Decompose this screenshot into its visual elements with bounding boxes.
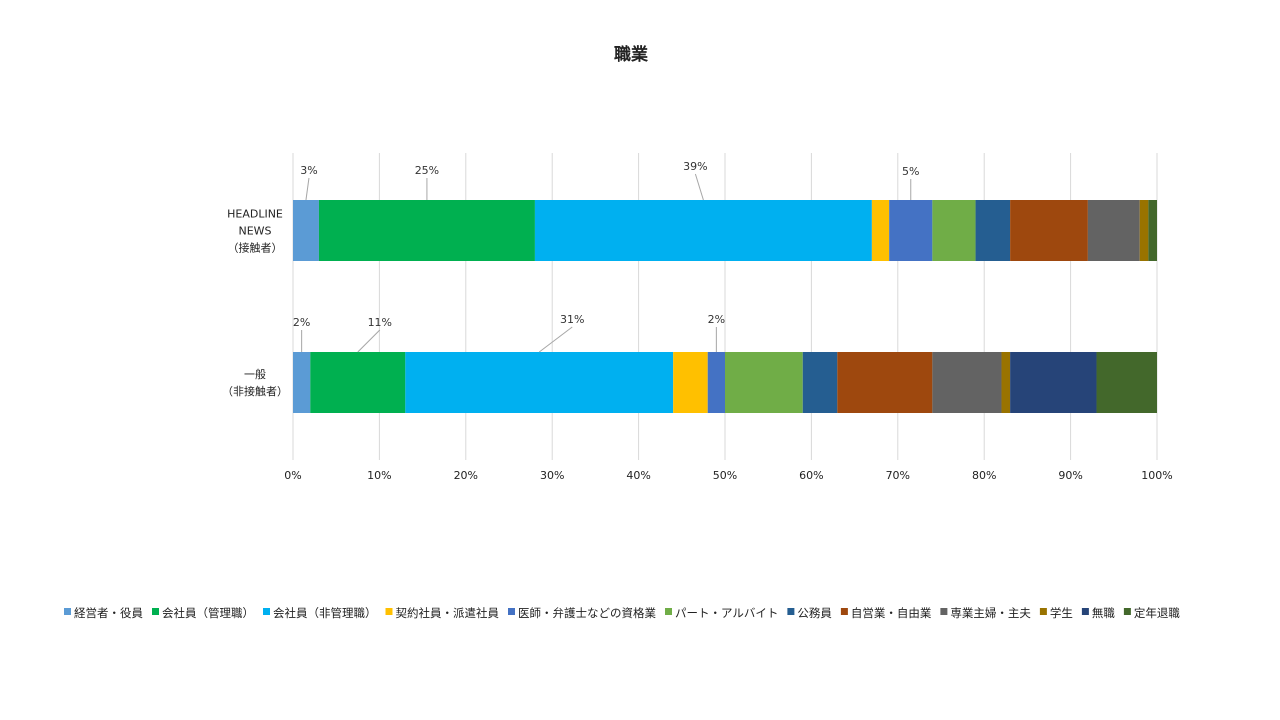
gridlines bbox=[292, 153, 1158, 460]
bar-segment bbox=[725, 352, 803, 413]
label-leader-line bbox=[694, 173, 704, 201]
category-label: （接触者） bbox=[228, 241, 283, 255]
x-tick-label: 90% bbox=[1058, 469, 1082, 482]
bar-segment bbox=[1010, 200, 1088, 261]
legend-item-label: 無職 bbox=[1092, 606, 1115, 620]
bar-segment bbox=[1010, 352, 1097, 413]
legend-item-label: 定年退職 bbox=[1134, 606, 1180, 620]
x-tick-label: 10% bbox=[367, 469, 391, 482]
bar-segment bbox=[802, 352, 838, 413]
legend-swatch bbox=[1081, 608, 1089, 615]
legend-item-label: 経営者・役員 bbox=[74, 606, 143, 620]
x-tick-label: 80% bbox=[972, 469, 996, 482]
legend-item-label: 学生 bbox=[1050, 606, 1073, 620]
label-leader-line bbox=[538, 326, 573, 353]
bar-segment bbox=[975, 200, 1011, 261]
data-label: 31% bbox=[560, 313, 584, 326]
legend-swatch bbox=[1123, 608, 1131, 615]
legend-item-label: 会社員（非管理職） bbox=[273, 606, 377, 620]
x-tick-label: 50% bbox=[713, 469, 737, 482]
legend-swatch bbox=[508, 608, 515, 615]
bar-segment bbox=[1001, 352, 1011, 413]
bar-segment bbox=[673, 352, 708, 413]
legend-item-label: 会社員（管理職） bbox=[162, 606, 254, 620]
bar-segment bbox=[1087, 200, 1140, 261]
legend-swatch bbox=[152, 608, 159, 615]
bar-segment bbox=[534, 200, 872, 261]
legend-item-label: 医師・弁護士などの資格業 bbox=[518, 606, 656, 620]
bar-segment bbox=[871, 200, 890, 261]
bars bbox=[293, 200, 1157, 413]
data-labels: 3% 25% 39% 5% 2% 11% 31% 2% bbox=[293, 160, 919, 353]
legend-item-label: 公務員 bbox=[797, 606, 832, 620]
bar-segment bbox=[932, 200, 976, 261]
bar-segment bbox=[837, 352, 933, 413]
category-label: NEWS bbox=[238, 225, 271, 238]
legend-swatch bbox=[665, 608, 672, 615]
legend-swatch bbox=[263, 608, 270, 615]
label-leader-line bbox=[357, 329, 381, 353]
x-tick-label: 70% bbox=[886, 469, 910, 482]
bar-segment bbox=[293, 200, 319, 261]
legend-item-label: 専業主婦・主夫 bbox=[950, 606, 1031, 620]
bar-segment bbox=[889, 200, 933, 261]
legend-swatch bbox=[64, 608, 71, 615]
chart-title: 職業 bbox=[614, 44, 648, 65]
bar-segment bbox=[1139, 200, 1149, 261]
bar-segment bbox=[310, 352, 406, 413]
data-label: 5% bbox=[902, 165, 919, 178]
bar-segment bbox=[932, 352, 1002, 413]
legend-swatch bbox=[940, 608, 948, 615]
data-label: 11% bbox=[368, 316, 392, 329]
data-label: 3% bbox=[300, 164, 317, 177]
legend-swatch bbox=[840, 608, 848, 615]
bar-segment bbox=[1148, 200, 1157, 261]
x-tick-label: 60% bbox=[799, 469, 823, 482]
category-label: HEADLINE bbox=[227, 208, 283, 221]
category-label: 一般 bbox=[244, 368, 266, 381]
x-axis: 0% 10% 20% 30% 40% 50% 60% 70% 80% 90% 100% bbox=[284, 469, 1172, 482]
data-label: 2% bbox=[708, 313, 725, 326]
legend-swatch bbox=[1039, 608, 1047, 615]
y-axis-categories: HEADLINE NEWS （接触者） 一般 （非接触者） bbox=[222, 208, 288, 399]
bar-segment bbox=[1096, 352, 1157, 413]
legend-swatch bbox=[787, 608, 795, 615]
x-tick-label: 40% bbox=[626, 469, 650, 482]
x-tick-label: 100% bbox=[1141, 469, 1172, 482]
data-label: 25% bbox=[415, 164, 439, 177]
category-label: （非接触者） bbox=[222, 384, 288, 398]
label-leader-line bbox=[305, 177, 310, 201]
legend: 経営者・役員 会社員（管理職） 会社員（非管理職） 契約社員・派遣社員 医師・弁護士など… bbox=[64, 606, 1180, 620]
bar-segment bbox=[707, 352, 725, 413]
bar-segment bbox=[293, 352, 311, 413]
legend-item-label: 契約社員・派遣社員 bbox=[396, 606, 500, 620]
legend-swatch bbox=[385, 608, 393, 615]
data-label: 39% bbox=[683, 160, 707, 173]
x-tick-label: 30% bbox=[540, 469, 564, 482]
legend-item-label: 自営業・自由業 bbox=[851, 606, 932, 620]
bar-segment bbox=[405, 352, 674, 413]
x-tick-label: 20% bbox=[454, 469, 478, 482]
bar-segment bbox=[318, 200, 535, 261]
data-label: 2% bbox=[293, 316, 310, 329]
legend-item-label: パート・アルバイト bbox=[675, 606, 778, 620]
x-tick-label: 0% bbox=[284, 469, 301, 482]
